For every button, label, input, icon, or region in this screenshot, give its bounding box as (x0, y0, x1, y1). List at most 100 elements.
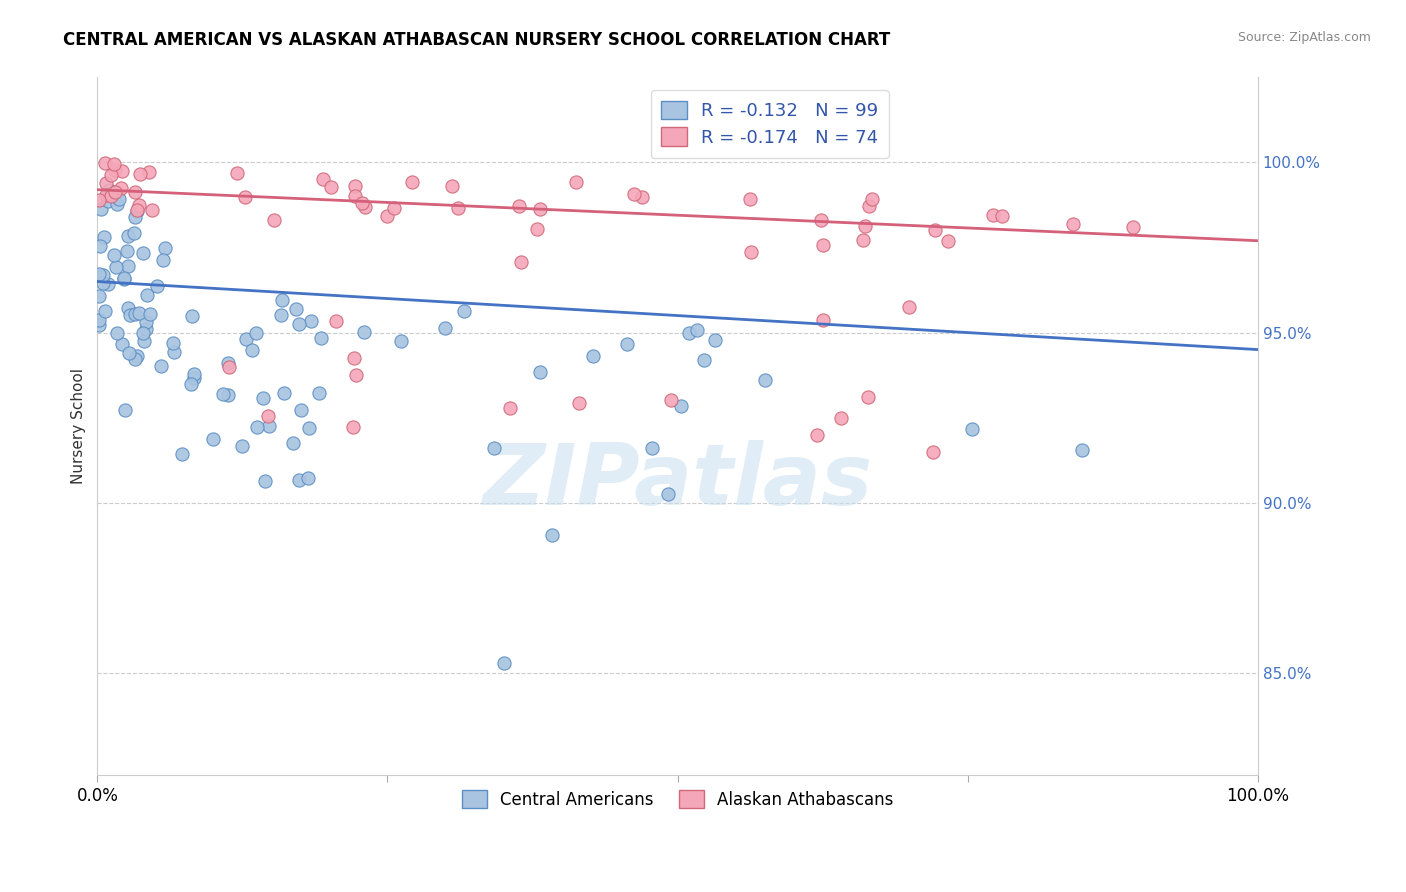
Point (128, 305, 150, 319)
Point (103, 248, 125, 262)
Point (146, 279, 169, 293)
Point (287, 473, 309, 487)
Point (526, 221, 548, 235)
Point (856, 390, 879, 404)
Point (353, 325, 375, 339)
Point (498, 401, 520, 415)
Point (991, 209, 1014, 223)
Point (162, 335, 184, 350)
Point (631, 190, 654, 204)
Point (246, 420, 269, 434)
Point (93, 229, 115, 244)
Point (811, 313, 834, 327)
Y-axis label: Nursery School: Nursery School (72, 368, 86, 484)
Point (135, 288, 157, 302)
Point (898, 300, 921, 314)
Point (103, 157, 125, 171)
Point (120, 308, 142, 322)
Point (152, 253, 174, 268)
Point (117, 259, 139, 273)
Point (132, 246, 155, 260)
Point (111, 337, 134, 351)
Point (115, 244, 138, 258)
Point (163, 345, 186, 359)
Point (806, 427, 828, 442)
Point (853, 219, 876, 234)
Point (124, 308, 146, 322)
Point (616, 336, 638, 351)
Point (124, 185, 146, 199)
Point (108, 192, 131, 206)
Point (860, 192, 883, 206)
Point (111, 164, 134, 178)
Point (91, 277, 114, 291)
Point (297, 471, 319, 485)
Point (235, 190, 257, 204)
Point (87, 267, 110, 281)
Point (297, 421, 319, 435)
Point (343, 178, 366, 193)
Point (141, 203, 163, 218)
Point (245, 326, 267, 341)
Point (253, 474, 276, 488)
Point (180, 310, 202, 324)
Point (112, 271, 135, 285)
Point (284, 301, 307, 316)
Point (90, 202, 112, 217)
Point (309, 331, 332, 345)
Point (740, 192, 762, 206)
Point (129, 168, 152, 182)
Text: ZIPatlas: ZIPatlas (482, 441, 873, 524)
Point (97, 182, 120, 196)
Text: CENTRAL AMERICAN VS ALASKAN ATHABASCAN NURSERY SCHOOL CORRELATION CHART: CENTRAL AMERICAN VS ALASKAN ATHABASCAN N… (63, 31, 890, 49)
Point (270, 293, 292, 308)
Point (257, 419, 280, 434)
Point (565, 175, 588, 189)
Point (375, 209, 398, 223)
Point (105, 197, 128, 211)
Point (693, 353, 716, 368)
Point (922, 444, 945, 458)
Point (150, 359, 173, 374)
Point (138, 165, 160, 179)
Point (87, 318, 110, 332)
Point (112, 271, 135, 285)
Point (114, 402, 136, 417)
Point (132, 334, 155, 349)
Point (252, 391, 274, 405)
Point (100, 169, 122, 183)
Point (540, 528, 562, 542)
Point (529, 365, 551, 379)
Point (344, 368, 367, 383)
Point (217, 356, 239, 370)
Point (288, 317, 311, 331)
Point (325, 314, 347, 328)
Point (94, 187, 117, 202)
Point (657, 487, 679, 501)
Point (183, 371, 205, 385)
Point (433, 320, 456, 334)
Point (960, 422, 983, 436)
Point (852, 233, 875, 247)
Point (235, 332, 257, 346)
Point (659, 392, 682, 407)
Point (446, 201, 468, 215)
Point (319, 179, 342, 194)
Point (118, 346, 141, 360)
Point (231, 439, 253, 453)
Point (87, 313, 110, 327)
Point (183, 367, 205, 381)
Point (263, 213, 285, 227)
Point (124, 210, 146, 224)
Point (312, 171, 335, 186)
Point (936, 234, 959, 248)
Point (290, 403, 312, 417)
Point (401, 175, 423, 189)
Point (509, 255, 531, 269)
Point (382, 201, 405, 215)
Point (135, 315, 157, 329)
Point (811, 238, 834, 252)
Point (139, 307, 162, 321)
Point (100, 189, 122, 203)
Point (134, 322, 156, 336)
